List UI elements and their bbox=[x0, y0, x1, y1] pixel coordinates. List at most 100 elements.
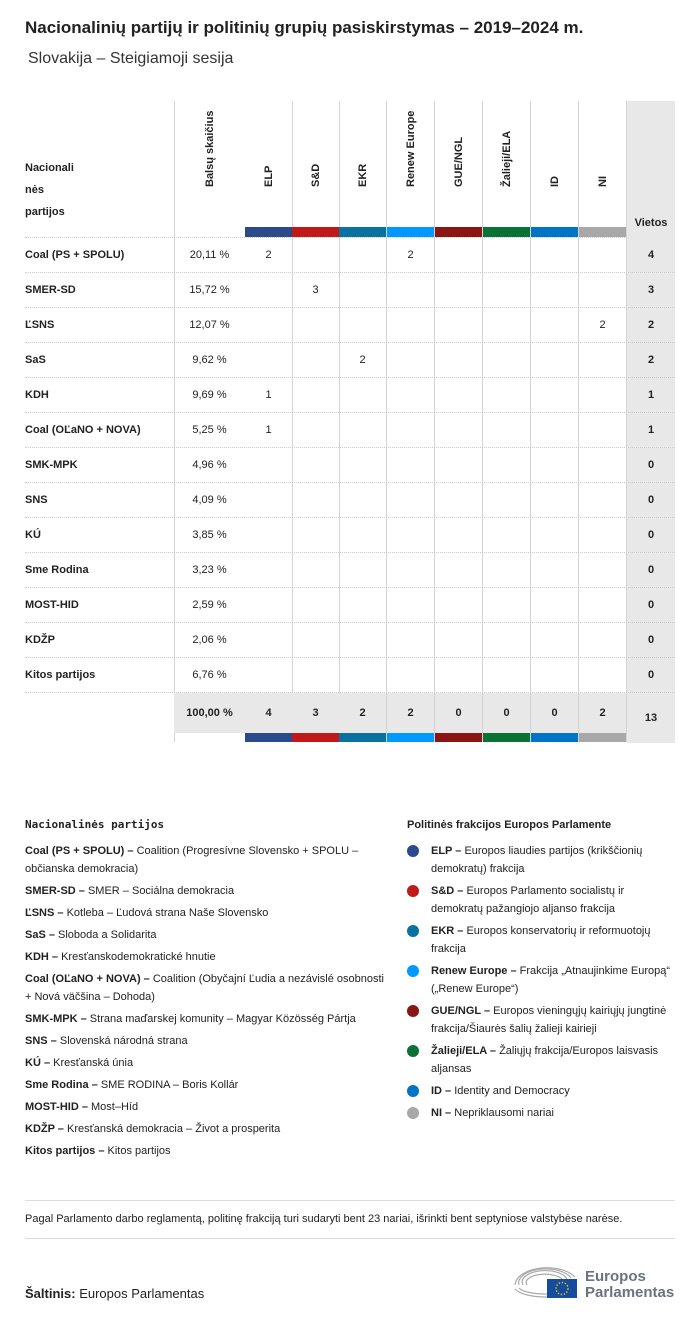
party-name: SNS bbox=[25, 494, 48, 506]
votes-value: 2,59 % bbox=[192, 599, 227, 611]
seat-count: 2 bbox=[407, 249, 414, 261]
votes-value: 6,76 % bbox=[192, 669, 227, 681]
seat-count bbox=[292, 658, 339, 693]
legend-name: Coalition (Progresívne Slovensko + SPOLU… bbox=[25, 845, 359, 875]
total-seats: 0 bbox=[627, 448, 675, 483]
legend-party-item: Coal (OĽaNO + NOVA) – Coalition (Obyčajn… bbox=[25, 970, 385, 1006]
column-divider bbox=[386, 101, 387, 742]
header-group: EKR bbox=[339, 101, 386, 237]
seat-count bbox=[387, 273, 434, 308]
seat-count bbox=[245, 483, 292, 518]
legend-name: Europos konservatorių ir reformuotojų fr… bbox=[431, 925, 651, 955]
legend-group-item: EKR – Europos konservatorių ir reformuot… bbox=[407, 922, 675, 958]
column-divider bbox=[578, 101, 579, 742]
seat-count bbox=[531, 308, 578, 343]
seat-count bbox=[245, 273, 292, 308]
seat-count bbox=[483, 483, 530, 518]
divider bbox=[627, 237, 675, 238]
votes-value: 9,69 % bbox=[192, 389, 227, 401]
legend-abbr: SaS – bbox=[25, 929, 55, 941]
seat-count bbox=[339, 588, 386, 623]
seat-count bbox=[435, 518, 482, 553]
seat-count bbox=[579, 553, 626, 588]
group-color-dot-icon bbox=[407, 1107, 419, 1119]
seat-count bbox=[292, 623, 339, 658]
group-color-dot-icon bbox=[407, 925, 419, 937]
group-color-bar bbox=[435, 227, 482, 237]
header-group: NI bbox=[579, 101, 626, 237]
seat-count bbox=[387, 378, 434, 413]
total-seats: 0 bbox=[627, 658, 675, 693]
seat-count bbox=[531, 343, 578, 378]
legend-name: SME RODINA – Boris Kollár bbox=[100, 1079, 239, 1091]
total-seats: 3 bbox=[627, 273, 675, 308]
header-votes: Balsų skaičius bbox=[203, 110, 216, 187]
legend-abbr: ĽSNS – bbox=[25, 907, 64, 919]
seat-count bbox=[579, 378, 626, 413]
total-seats: 0 bbox=[627, 553, 675, 588]
group-label: Renew Europe bbox=[404, 110, 417, 187]
legend-party-item: Coal (PS + SPOLU) – Coalition (Progresív… bbox=[25, 842, 385, 878]
seat-count bbox=[339, 413, 386, 448]
column-divider bbox=[292, 101, 293, 742]
seat-count bbox=[483, 343, 530, 378]
legend-name: Kitos partijos bbox=[107, 1145, 171, 1157]
column-divider bbox=[482, 101, 483, 742]
seat-count bbox=[339, 623, 386, 658]
party-name: SaS bbox=[25, 354, 46, 366]
votes-value: 15,72 % bbox=[189, 284, 230, 296]
legend-name: Žaliųjų frakcija/Europos laisvasis aljan… bbox=[431, 1045, 659, 1075]
legend-name: Identity and Democracy bbox=[454, 1085, 570, 1097]
seat-count bbox=[531, 273, 578, 308]
legend-party-item: KÚ – Kresťanská únia bbox=[25, 1054, 385, 1072]
header-group: S&D bbox=[292, 101, 339, 237]
header-group: ID bbox=[531, 101, 578, 237]
seat-count bbox=[245, 518, 292, 553]
legend-party-item: SMK-MPK – Strana maďarskej komunity – Ma… bbox=[25, 1010, 385, 1028]
seat-count bbox=[387, 623, 434, 658]
table-row: SaS 9,62 % 2 2 bbox=[25, 342, 675, 378]
ep-logo: Europos Parlamentas bbox=[513, 1263, 678, 1303]
seat-count bbox=[483, 378, 530, 413]
legend-abbr: KDH – bbox=[25, 951, 59, 963]
party-name: KDH bbox=[25, 389, 49, 401]
seat-count bbox=[531, 448, 578, 483]
group-color-dot-icon bbox=[407, 965, 419, 977]
party-name: SMK-MPK bbox=[25, 459, 78, 471]
table-row: SMK-MPK 4,96 % 0 bbox=[25, 447, 675, 483]
total-seats: 1 bbox=[627, 378, 675, 413]
legend-abbr: ELP – bbox=[431, 845, 462, 857]
column-divider bbox=[626, 101, 627, 742]
seat-count bbox=[579, 658, 626, 693]
party-name: ĽSNS bbox=[25, 319, 55, 331]
legend-abbr: EKR – bbox=[431, 925, 464, 937]
legend-abbr: GUE/NGL – bbox=[431, 1005, 491, 1017]
page-subtitle: Slovakija – Steigiamoji sesija bbox=[28, 50, 234, 67]
legend-abbr: Kitos partijos – bbox=[25, 1145, 105, 1157]
group-color-dot-icon bbox=[407, 1085, 419, 1097]
seat-count bbox=[339, 483, 386, 518]
seat-count bbox=[483, 273, 530, 308]
legend-name: Kresťanská únia bbox=[53, 1057, 134, 1069]
seat-count bbox=[483, 413, 530, 448]
votes-value: 20,11 % bbox=[189, 249, 230, 261]
seat-count bbox=[245, 588, 292, 623]
group-label: S&D bbox=[309, 163, 322, 187]
seat-count bbox=[483, 588, 530, 623]
legend-groups: Politinės frakcijos Europos Parlamente E… bbox=[407, 816, 675, 1126]
total-seats: 4 bbox=[627, 238, 675, 273]
seat-count bbox=[339, 378, 386, 413]
votes-total: 100,00 % bbox=[174, 693, 245, 733]
party-name: SMER-SD bbox=[25, 284, 76, 296]
group-label: EKR bbox=[356, 163, 369, 187]
logo-text: Europos Parlamentas bbox=[585, 1268, 675, 1301]
total-seats: 0 bbox=[627, 483, 675, 518]
legend-name: Europos vieningųjų kairiųjų jungtinė fra… bbox=[431, 1005, 667, 1035]
table-row: SMER-SD 15,72 % 3 3 bbox=[25, 272, 675, 308]
group-label: NI bbox=[596, 176, 609, 187]
seat-count bbox=[483, 448, 530, 483]
legend-party-item: SMER-SD – SMER – Sociálna demokracia bbox=[25, 882, 385, 900]
seat-count bbox=[531, 553, 578, 588]
seat-count bbox=[339, 658, 386, 693]
seat-count bbox=[435, 273, 482, 308]
